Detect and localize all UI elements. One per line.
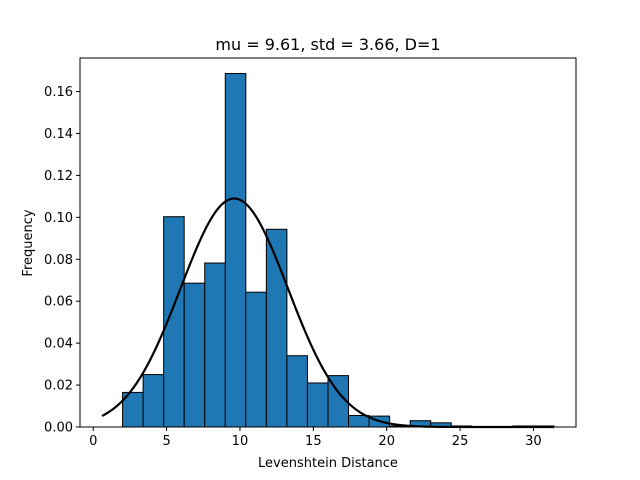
- x-tick-label: 0: [89, 434, 97, 449]
- histogram-bar: [306, 382, 329, 428]
- y-tick-label: 0.14: [44, 127, 73, 142]
- plot-frame: [79, 57, 577, 428]
- x-tick-label: 10: [232, 434, 249, 449]
- x-tick-label: 20: [378, 434, 395, 449]
- histogram-bar: [286, 355, 308, 428]
- bars-layer: [122, 73, 555, 428]
- histogram-bar: [348, 414, 370, 428]
- histogram-bar: [245, 291, 267, 428]
- y-tick-label: 0.04: [44, 337, 73, 352]
- y-tick-label: 0.06: [44, 295, 73, 310]
- y-tick-label: 0.12: [44, 169, 73, 184]
- histogram-bar: [224, 73, 247, 428]
- y-tick-label: 0.02: [44, 379, 73, 394]
- histogram-bar: [204, 262, 226, 428]
- x-tick-label: 15: [305, 434, 322, 449]
- x-tick-label: 5: [162, 434, 170, 449]
- y-tick-label: 0.00: [44, 421, 73, 436]
- y-tick-label: 0.10: [44, 211, 73, 226]
- histogram-bar: [183, 282, 206, 428]
- chart-title: mu = 9.61, std = 3.66, D=1: [215, 35, 440, 54]
- y-axis: 0.00 0.02 0.04 0.06 0.08 0.10 0.12 0.14 0.16: [44, 85, 80, 436]
- x-axis-title: Levenshtein Distance: [258, 456, 398, 471]
- x-tick-label: 30: [525, 434, 542, 449]
- y-tick-label: 0.16: [44, 85, 73, 100]
- x-axis: 0 5 10 15 20 25 30: [89, 427, 542, 449]
- histogram-bar: [142, 374, 165, 428]
- x-tick-label: 25: [452, 434, 469, 449]
- y-axis-title: Frequency: [21, 209, 36, 276]
- y-tick-label: 0.08: [44, 253, 73, 268]
